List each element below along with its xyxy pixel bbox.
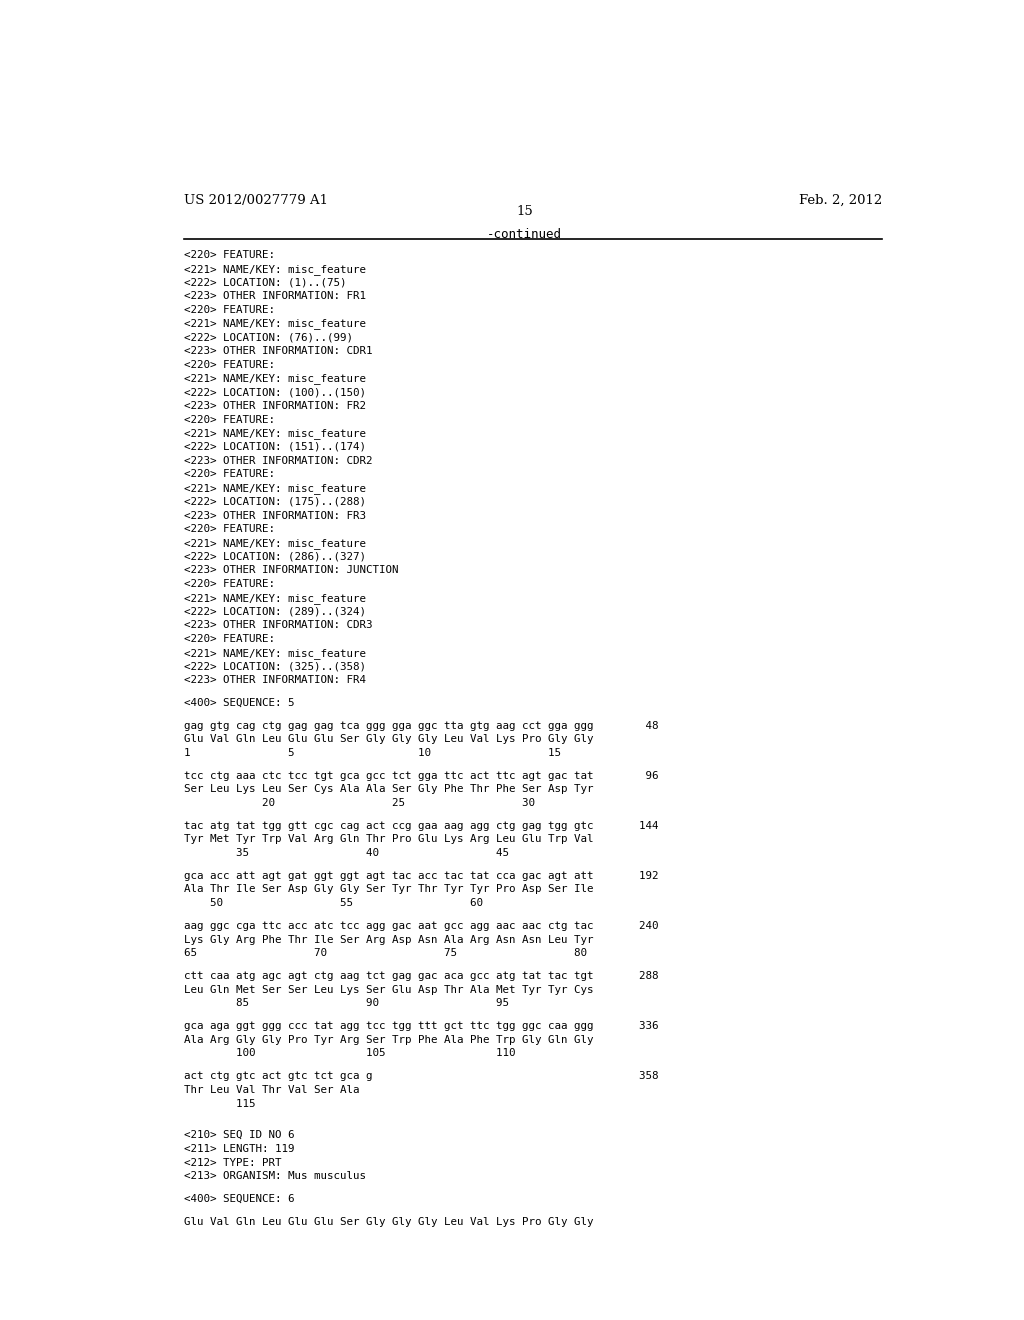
Text: <223> OTHER INFORMATION: JUNCTION: <223> OTHER INFORMATION: JUNCTION [183,565,398,576]
Text: US 2012/0027779 A1: US 2012/0027779 A1 [183,194,328,207]
Text: Glu Val Gln Leu Glu Glu Ser Gly Gly Gly Leu Val Lys Pro Gly Gly: Glu Val Gln Leu Glu Glu Ser Gly Gly Gly … [183,1217,593,1226]
Text: 65                  70                  75                  80: 65 70 75 80 [183,948,587,958]
Text: <223> OTHER INFORMATION: FR2: <223> OTHER INFORMATION: FR2 [183,401,366,411]
Text: <223> OTHER INFORMATION: CDR2: <223> OTHER INFORMATION: CDR2 [183,455,372,466]
Text: <223> OTHER INFORMATION: FR1: <223> OTHER INFORMATION: FR1 [183,290,366,301]
Text: <211> LENGTH: 119: <211> LENGTH: 119 [183,1144,294,1154]
Text: Ser Leu Lys Leu Ser Cys Ala Ala Ser Gly Phe Thr Phe Ser Asp Tyr: Ser Leu Lys Leu Ser Cys Ala Ala Ser Gly … [183,784,593,795]
Text: 20                  25                  30: 20 25 30 [183,799,535,808]
Text: <223> OTHER INFORMATION: FR4: <223> OTHER INFORMATION: FR4 [183,676,366,685]
Text: <221> NAME/KEY: misc_feature: <221> NAME/KEY: misc_feature [183,374,366,384]
Text: <220> FEATURE:: <220> FEATURE: [183,579,274,589]
Text: 15: 15 [516,205,534,218]
Text: 115: 115 [183,1098,255,1109]
Text: <223> OTHER INFORMATION: CDR3: <223> OTHER INFORMATION: CDR3 [183,620,372,631]
Text: Glu Val Gln Leu Glu Glu Ser Gly Gly Gly Leu Val Lys Pro Gly Gly: Glu Val Gln Leu Glu Glu Ser Gly Gly Gly … [183,734,593,744]
Text: gag gtg cag ctg gag gag tca ggg gga ggc tta gtg aag cct gga ggg        48: gag gtg cag ctg gag gag tca ggg gga ggc … [183,721,658,730]
Text: <221> NAME/KEY: misc_feature: <221> NAME/KEY: misc_feature [183,318,366,330]
Text: gca aga ggt ggg ccc tat agg tcc tgg ttt gct ttc tgg ggc caa ggg       336: gca aga ggt ggg ccc tat agg tcc tgg ttt … [183,1020,658,1031]
Text: <220> FEATURE:: <220> FEATURE: [183,524,274,535]
Text: <223> OTHER INFORMATION: CDR1: <223> OTHER INFORMATION: CDR1 [183,346,372,356]
Text: Thr Leu Val Thr Val Ser Ala: Thr Leu Val Thr Val Ser Ala [183,1085,359,1094]
Text: 100                 105                 110: 100 105 110 [183,1048,515,1059]
Text: <223> OTHER INFORMATION: FR3: <223> OTHER INFORMATION: FR3 [183,511,366,520]
Text: <220> FEATURE:: <220> FEATURE: [183,634,274,644]
Text: <220> FEATURE:: <220> FEATURE: [183,470,274,479]
Text: <210> SEQ ID NO 6: <210> SEQ ID NO 6 [183,1130,294,1140]
Text: <220> FEATURE:: <220> FEATURE: [183,305,274,314]
Text: <221> NAME/KEY: misc_feature: <221> NAME/KEY: misc_feature [183,593,366,603]
Text: <222> LOCATION: (76)..(99): <222> LOCATION: (76)..(99) [183,333,352,342]
Text: Ala Thr Ile Ser Asp Gly Gly Ser Tyr Thr Tyr Tyr Pro Asp Ser Ile: Ala Thr Ile Ser Asp Gly Gly Ser Tyr Thr … [183,884,593,895]
Text: <222> LOCATION: (286)..(327): <222> LOCATION: (286)..(327) [183,552,366,562]
Text: <222> LOCATION: (151)..(174): <222> LOCATION: (151)..(174) [183,442,366,451]
Text: 50                  55                  60: 50 55 60 [183,898,482,908]
Text: Leu Gln Met Ser Ser Leu Lys Ser Glu Asp Thr Ala Met Tyr Tyr Cys: Leu Gln Met Ser Ser Leu Lys Ser Glu Asp … [183,985,593,995]
Text: Lys Gly Arg Phe Thr Ile Ser Arg Asp Asn Ala Arg Asn Asn Leu Tyr: Lys Gly Arg Phe Thr Ile Ser Arg Asp Asn … [183,935,593,945]
Text: <222> LOCATION: (100)..(150): <222> LOCATION: (100)..(150) [183,387,366,397]
Text: Ala Arg Gly Gly Pro Tyr Arg Ser Trp Phe Ala Phe Trp Gly Gln Gly: Ala Arg Gly Gly Pro Tyr Arg Ser Trp Phe … [183,1035,593,1044]
Text: <221> NAME/KEY: misc_feature: <221> NAME/KEY: misc_feature [183,539,366,549]
Text: 35                  40                  45: 35 40 45 [183,849,509,858]
Text: tcc ctg aaa ctc tcc tgt gca gcc tct gga ttc act ttc agt gac tat        96: tcc ctg aaa ctc tcc tgt gca gcc tct gga … [183,771,658,780]
Text: act ctg gtc act gtc tct gca g                                         358: act ctg gtc act gtc tct gca g 358 [183,1071,658,1081]
Text: Feb. 2, 2012: Feb. 2, 2012 [799,194,882,207]
Text: 85                  90                  95: 85 90 95 [183,998,509,1008]
Text: <212> TYPE: PRT: <212> TYPE: PRT [183,1158,281,1168]
Text: Tyr Met Tyr Trp Val Arg Gln Thr Pro Glu Lys Arg Leu Glu Trp Val: Tyr Met Tyr Trp Val Arg Gln Thr Pro Glu … [183,834,593,845]
Text: <220> FEATURE:: <220> FEATURE: [183,414,274,425]
Text: <221> NAME/KEY: misc_feature: <221> NAME/KEY: misc_feature [183,648,366,659]
Text: gca acc att agt gat ggt ggt agt tac acc tac tat cca gac agt att       192: gca acc att agt gat ggt ggt agt tac acc … [183,871,658,880]
Text: tac atg tat tgg gtt cgc cag act ccg gaa aag agg ctg gag tgg gtc       144: tac atg tat tgg gtt cgc cag act ccg gaa … [183,821,658,830]
Text: <222> LOCATION: (175)..(288): <222> LOCATION: (175)..(288) [183,496,366,507]
Text: <222> LOCATION: (1)..(75): <222> LOCATION: (1)..(75) [183,277,346,288]
Text: <400> SEQUENCE: 6: <400> SEQUENCE: 6 [183,1193,294,1204]
Text: -continued: -continued [487,227,562,240]
Text: <222> LOCATION: (289)..(324): <222> LOCATION: (289)..(324) [183,607,366,616]
Text: <221> NAME/KEY: misc_feature: <221> NAME/KEY: misc_feature [183,428,366,440]
Text: <213> ORGANISM: Mus musculus: <213> ORGANISM: Mus musculus [183,1171,366,1181]
Text: aag ggc cga ttc acc atc tcc agg gac aat gcc agg aac aac ctg tac       240: aag ggc cga ttc acc atc tcc agg gac aat … [183,921,658,931]
Text: <220> FEATURE:: <220> FEATURE: [183,249,274,260]
Text: <221> NAME/KEY: misc_feature: <221> NAME/KEY: misc_feature [183,483,366,494]
Text: ctt caa atg agc agt ctg aag tct gag gac aca gcc atg tat tac tgt       288: ctt caa atg agc agt ctg aag tct gag gac … [183,972,658,981]
Text: <400> SEQUENCE: 5: <400> SEQUENCE: 5 [183,698,294,708]
Text: <221> NAME/KEY: misc_feature: <221> NAME/KEY: misc_feature [183,264,366,275]
Text: 1               5                   10                  15: 1 5 10 15 [183,748,560,758]
Text: <222> LOCATION: (325)..(358): <222> LOCATION: (325)..(358) [183,661,366,672]
Text: <220> FEATURE:: <220> FEATURE: [183,359,274,370]
